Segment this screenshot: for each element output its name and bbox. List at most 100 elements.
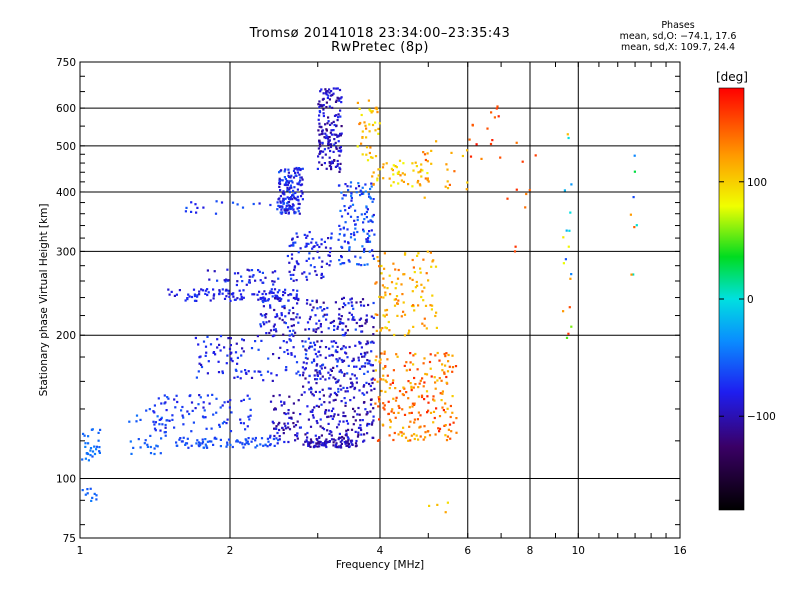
data-point — [135, 420, 138, 423]
data-point — [376, 256, 379, 259]
data-point — [333, 123, 336, 127]
data-point — [299, 184, 302, 187]
data-point — [372, 257, 376, 260]
data-point — [349, 236, 353, 239]
data-point — [307, 257, 311, 260]
data-point — [297, 321, 300, 324]
data-point — [97, 431, 100, 434]
data-point — [360, 304, 363, 307]
data-point — [385, 313, 388, 316]
data-point — [286, 254, 289, 258]
data-point — [440, 379, 443, 382]
data-point — [86, 488, 89, 491]
data-point — [320, 238, 323, 241]
data-point — [281, 179, 284, 182]
data-point — [264, 276, 267, 279]
data-point — [293, 355, 296, 358]
data-point — [332, 376, 335, 379]
data-point — [361, 392, 364, 395]
data-point — [259, 323, 262, 326]
data-point — [318, 106, 321, 109]
data-point — [318, 161, 321, 164]
data-point — [346, 356, 349, 359]
x-tick-label: 2 — [227, 545, 234, 557]
data-point — [82, 432, 85, 435]
data-point — [324, 88, 327, 91]
data-point — [317, 440, 320, 443]
data-point — [342, 414, 345, 418]
data-point — [282, 192, 286, 195]
data-point — [216, 279, 219, 282]
data-point — [343, 374, 346, 377]
data-point — [311, 414, 315, 417]
data-point — [196, 206, 199, 209]
data-point — [420, 168, 423, 171]
data-point — [158, 418, 161, 421]
data-point — [372, 183, 375, 186]
data-point — [381, 327, 384, 330]
data-point — [370, 378, 373, 381]
data-point — [405, 391, 408, 394]
phase-stats: Phases mean, sd,O: −74.1, 17.6 mean, sd,… — [598, 20, 758, 53]
data-point — [274, 270, 277, 273]
data-point — [265, 332, 268, 335]
data-point — [410, 389, 413, 392]
data-point — [338, 259, 341, 262]
data-point — [394, 416, 397, 419]
data-point — [271, 420, 274, 423]
data-point — [330, 94, 333, 97]
data-point — [282, 197, 285, 200]
data-point — [426, 250, 429, 253]
data-point — [357, 426, 361, 429]
data-point — [340, 96, 343, 99]
data-point — [306, 405, 309, 408]
data-point — [252, 274, 255, 277]
data-point — [441, 392, 444, 395]
data-point — [353, 318, 356, 321]
data-point — [419, 379, 422, 382]
data-point — [282, 190, 285, 193]
data-point — [171, 418, 174, 421]
data-point — [175, 441, 178, 444]
data-point — [218, 292, 221, 295]
data-point — [242, 446, 245, 449]
data-point — [201, 438, 204, 441]
data-point — [358, 413, 361, 416]
data-point — [379, 328, 382, 331]
data-point — [297, 370, 300, 373]
data-point — [332, 444, 335, 447]
data-point — [313, 359, 316, 363]
data-point — [198, 290, 201, 293]
data-point — [263, 313, 267, 317]
data-point — [221, 370, 224, 373]
data-point — [301, 167, 304, 170]
data-point — [223, 420, 226, 423]
data-point — [296, 235, 299, 238]
data-point — [417, 411, 420, 414]
data-point — [396, 355, 399, 358]
data-point — [363, 249, 366, 252]
data-point — [370, 423, 374, 426]
data-point — [384, 379, 387, 382]
data-point — [290, 293, 293, 296]
data-point — [230, 351, 233, 354]
data-point — [331, 345, 334, 348]
data-point — [283, 291, 287, 294]
data-point — [412, 266, 415, 269]
data-point — [351, 304, 354, 307]
data-point — [269, 434, 272, 437]
data-point — [284, 178, 287, 181]
data-point — [370, 182, 373, 185]
data-point — [420, 295, 423, 299]
data-point — [328, 156, 331, 159]
data-point — [269, 400, 273, 403]
data-point — [198, 362, 201, 365]
data-point — [534, 154, 537, 157]
data-point — [630, 273, 633, 276]
data-point — [354, 344, 357, 347]
data-point — [330, 409, 333, 413]
data-point — [377, 132, 380, 135]
data-point — [173, 398, 176, 401]
data-point — [361, 419, 364, 422]
